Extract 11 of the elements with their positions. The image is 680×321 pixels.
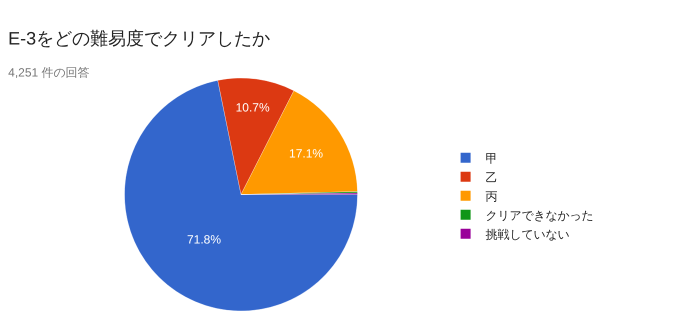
legend-label: 乙 <box>486 170 498 184</box>
data-label: 71.8% <box>186 232 222 247</box>
legend-label: 挑戦していない <box>486 227 570 242</box>
chart-subtitle: 4,251 件の回答 <box>8 65 90 80</box>
legend-label: 甲 <box>486 151 498 166</box>
data-label: 17.1% <box>289 146 324 160</box>
data-label: 10.7% <box>236 100 270 115</box>
legend-label: 丙 <box>486 189 498 204</box>
legend-label: クリアできなかった <box>486 208 594 222</box>
chart-title: E-3をどの難易度でクリアしたか <box>8 28 270 49</box>
pie-slice <box>124 80 358 312</box>
